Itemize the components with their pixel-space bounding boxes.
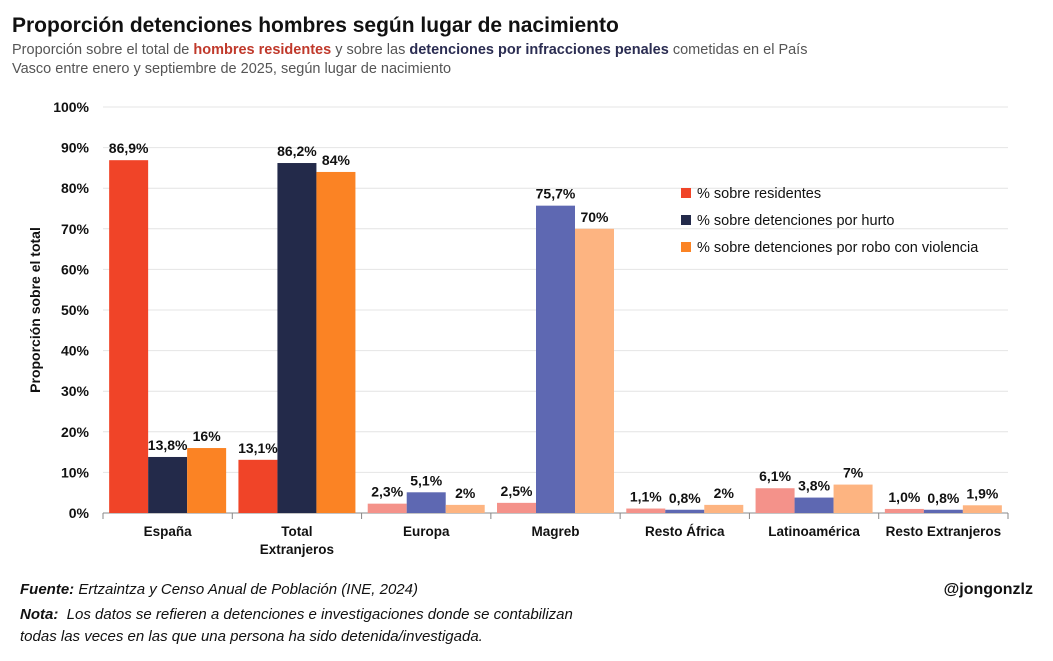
y-tick-label: 40%: [61, 343, 90, 359]
bar: [238, 459, 278, 513]
bar: [148, 456, 188, 513]
chart-subtitle-line1: Proporción sobre el total de hombres res…: [12, 42, 808, 58]
data-label: 0,8%: [669, 490, 701, 506]
bar: [884, 508, 924, 513]
y-tick-label: 70%: [61, 221, 90, 237]
data-label: 86,9%: [109, 140, 149, 156]
data-label: 6,1%: [759, 468, 791, 484]
bar: [833, 484, 873, 513]
y-tick-label: 90%: [61, 140, 90, 156]
x-tick-label: Resto África: [645, 524, 725, 539]
y-tick-label: 80%: [61, 180, 90, 196]
x-tick-label: España: [144, 524, 193, 539]
data-label: 2%: [455, 485, 476, 501]
x-tick-label: Extranjeros: [260, 542, 334, 557]
bar: [406, 492, 446, 513]
y-tick-label: 100%: [53, 99, 89, 115]
bar: [923, 509, 963, 513]
data-label: 2,5%: [501, 483, 533, 499]
bar: [367, 503, 407, 513]
data-label: 5,1%: [410, 472, 442, 488]
bar: [109, 160, 149, 513]
legend-label: % sobre detenciones por hurto: [697, 213, 895, 229]
data-label: 1,9%: [966, 485, 998, 501]
bar: [497, 502, 536, 513]
footer-note: Nota: Los datos se refieren a detencione…: [20, 606, 573, 623]
bar: [187, 448, 227, 513]
chart-title: Proporción detenciones hombres según lug…: [12, 14, 619, 37]
author-handle: @jongonzlz: [943, 581, 1033, 598]
bar: [626, 508, 666, 513]
bar: [445, 504, 485, 513]
bar: [704, 504, 744, 513]
y-tick-label: 20%: [61, 424, 90, 440]
data-label: 7%: [843, 465, 864, 481]
footer-note-continued: todas las veces en las que una persona h…: [20, 628, 483, 645]
bar: [316, 171, 356, 513]
legend-label: % sobre detenciones por robo con violenc…: [697, 240, 979, 256]
legend-swatch: [681, 215, 691, 225]
y-tick-label: 10%: [61, 464, 90, 480]
x-tick-label: Magreb: [531, 524, 579, 539]
x-tick-label: Latinoamérica: [768, 524, 860, 539]
data-label: 3,8%: [798, 478, 830, 494]
legend-label: % sobre residentes: [697, 186, 821, 202]
data-label: 1,0%: [888, 489, 920, 505]
data-label: 16%: [193, 428, 222, 444]
y-axis-label: Proporción sobre el total: [27, 227, 43, 393]
x-tick-label: Europa: [403, 524, 450, 539]
data-label: 0,8%: [927, 490, 959, 506]
legend-swatch: [681, 188, 691, 198]
data-label: 70%: [580, 209, 609, 225]
bar: [277, 163, 317, 513]
y-tick-label: 30%: [61, 383, 90, 399]
chart-subtitle-line2: Vasco entre enero y septiembre de 2025, …: [12, 61, 452, 77]
data-label: 75,7%: [536, 186, 576, 202]
y-tick-label: 50%: [61, 302, 90, 318]
footer-source: Fuente: Ertzaintza y Censo Anual de Pobl…: [20, 581, 418, 598]
data-label: 13,1%: [238, 440, 278, 456]
data-label: 2%: [714, 485, 735, 501]
bar: [665, 509, 705, 513]
data-label: 13,8%: [148, 437, 188, 453]
bar: [794, 497, 834, 513]
data-label: 84%: [322, 152, 351, 168]
bar: [536, 205, 575, 513]
data-label: 2,3%: [371, 484, 403, 500]
legend-swatch: [681, 242, 691, 252]
bar: [575, 228, 614, 514]
bar: [755, 488, 795, 513]
bar: [962, 505, 1002, 513]
y-tick-label: 60%: [61, 261, 90, 277]
x-tick-label: Total: [281, 524, 312, 539]
y-tick-label: 0%: [69, 505, 90, 521]
data-label: 1,1%: [630, 489, 662, 505]
data-label: 86,2%: [277, 143, 317, 159]
x-tick-label: Resto Extranjeros: [886, 524, 1002, 539]
